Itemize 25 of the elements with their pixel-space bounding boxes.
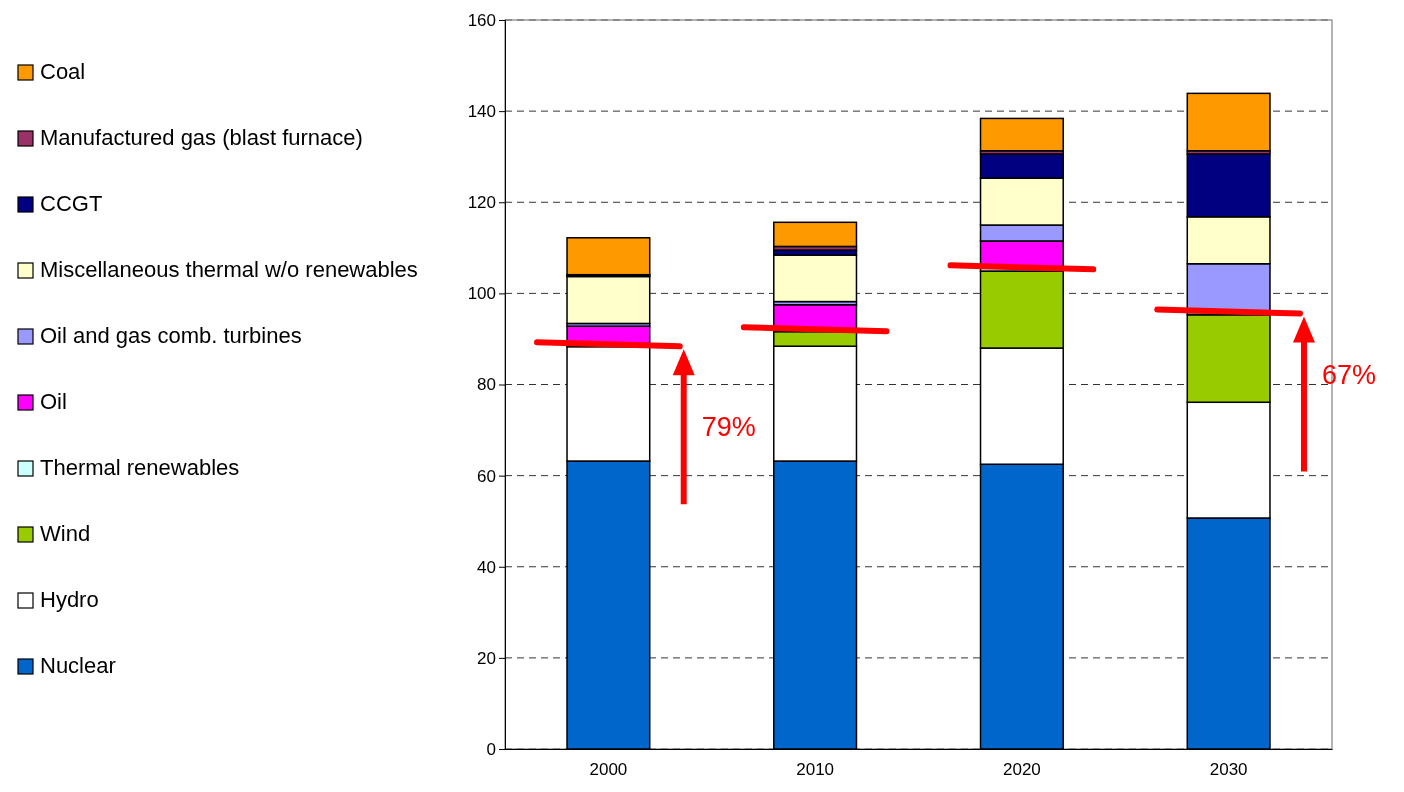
y-tick-label: 40 bbox=[477, 557, 496, 577]
x-tick-label: 2030 bbox=[1209, 760, 1248, 780]
y-tick-label: 60 bbox=[477, 466, 496, 486]
y-tick-label: 20 bbox=[477, 648, 496, 668]
x-tick-label: 2020 bbox=[1002, 760, 1041, 780]
annotation: 79% bbox=[701, 412, 756, 443]
legend-label: Nuclear bbox=[40, 652, 116, 678]
legend-label: Wind bbox=[40, 520, 91, 546]
y-tick-label: 160 bbox=[467, 10, 496, 30]
y-tick-label: 120 bbox=[467, 193, 496, 213]
legend-label: Thermal renewables bbox=[40, 454, 240, 480]
legend-label: Manufactured gas (blast furnace) bbox=[40, 124, 363, 150]
annotation: 67% bbox=[1321, 359, 1377, 390]
legend-label: Hydro bbox=[40, 586, 99, 612]
y-tick-label: 100 bbox=[467, 284, 496, 304]
legend-label: CCGT bbox=[40, 190, 103, 216]
y-tick-label: 140 bbox=[467, 102, 496, 122]
x-tick-label: 2000 bbox=[589, 760, 628, 780]
legend-label: Coal bbox=[40, 58, 86, 84]
y-tick-label: 0 bbox=[486, 739, 496, 759]
x-tick-label: 2010 bbox=[796, 760, 835, 780]
legend-label: Miscellaneous thermal w/o renewables bbox=[40, 256, 418, 282]
legend-label: Oil bbox=[40, 388, 67, 414]
y-tick-label: 80 bbox=[477, 375, 496, 395]
legend-label: Oil and gas comb. turbines bbox=[40, 322, 302, 348]
